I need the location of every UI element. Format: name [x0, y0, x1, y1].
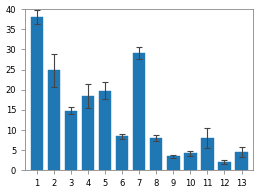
Bar	[31, 17, 43, 170]
Bar	[235, 152, 248, 170]
Bar	[167, 156, 179, 170]
Bar	[116, 136, 128, 170]
Bar	[48, 70, 60, 170]
Bar	[150, 138, 162, 170]
Bar	[99, 91, 111, 170]
Bar	[218, 162, 231, 170]
Bar	[133, 53, 146, 170]
Bar	[82, 96, 94, 170]
Bar	[184, 153, 197, 170]
Bar	[201, 138, 214, 170]
Bar	[65, 111, 77, 170]
